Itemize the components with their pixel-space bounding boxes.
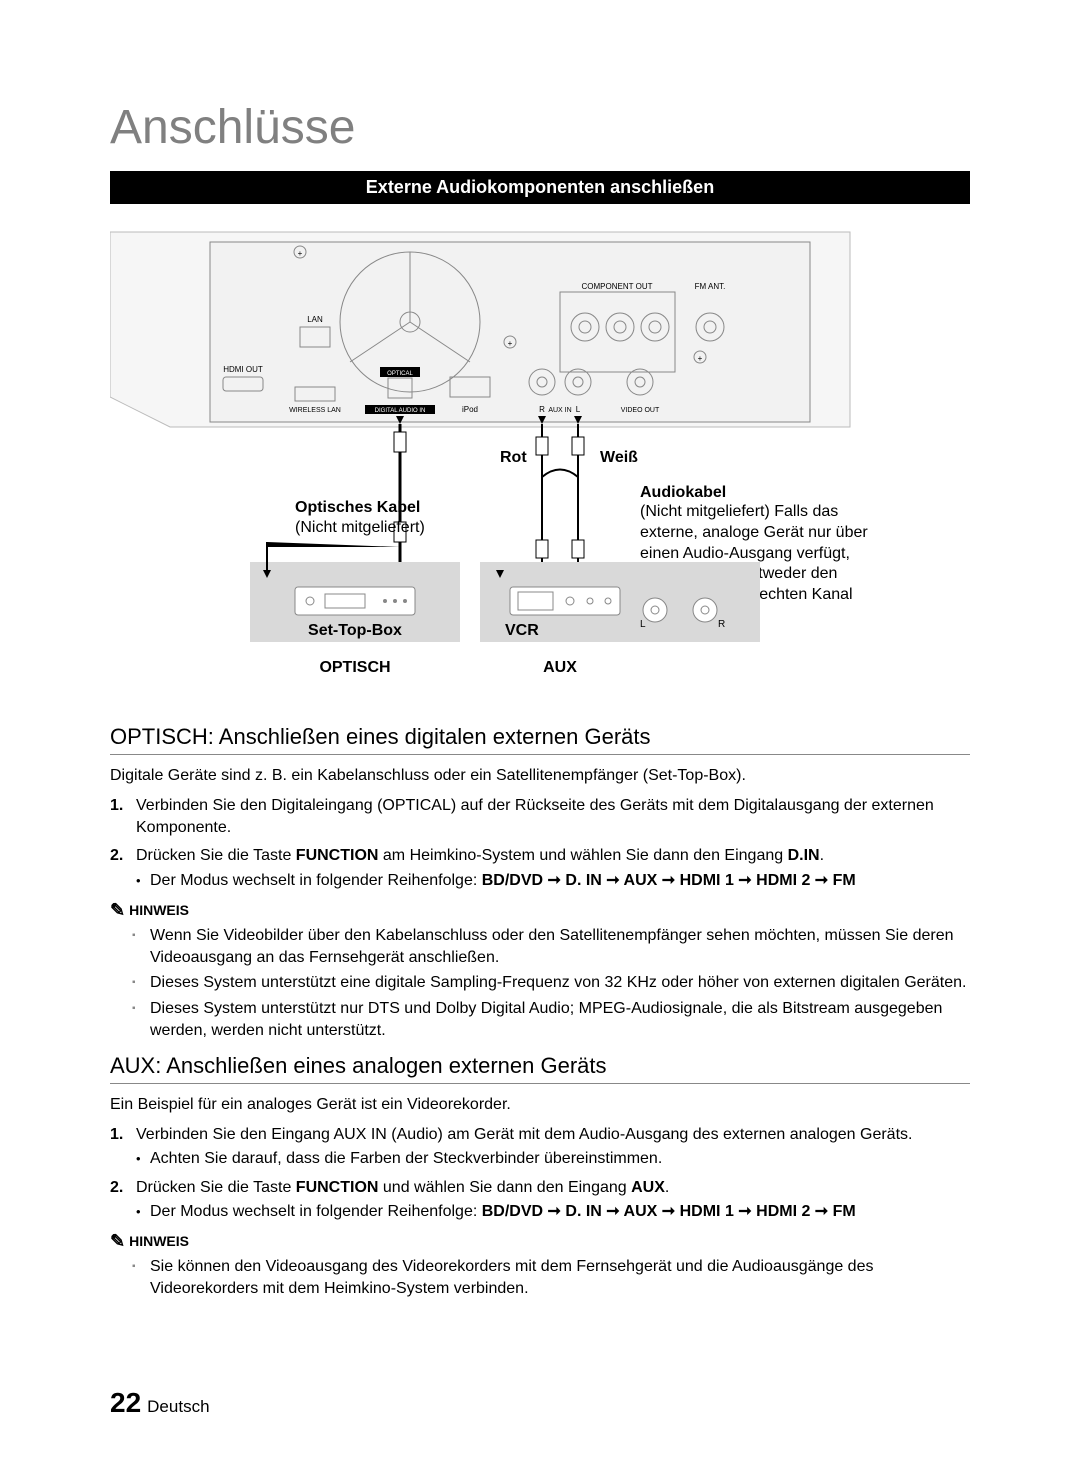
optisch-step-2: 2.Drücken Sie die Taste FUNCTION am Heim… (136, 845, 970, 892)
optisch-intro: Digitale Geräte sind z. B. ein Kabelansc… (110, 765, 970, 787)
panel-label-wireless-lan: WIRELESS LAN (289, 407, 341, 414)
panel-label-optical: OPTICAL (387, 371, 413, 377)
aux-note-1: Sie können den Videoausgang des Videorek… (150, 1256, 970, 1299)
panel-label-aux-in: AUX IN (548, 407, 571, 414)
label-vcr-l: L (640, 619, 646, 630)
label-optisches-kabel: Optisches Kabel (295, 499, 420, 516)
aux-step-2-bullet: Der Modus wechselt in folgender Reihenfo… (136, 1201, 970, 1223)
aux-step-1: 1.Verbinden Sie den Eingang AUX IN (Audi… (136, 1124, 970, 1171)
label-weiss: Weiß (600, 449, 638, 466)
chapter-title: Anschlüsse (110, 100, 970, 155)
label-rot: Rot (500, 449, 527, 466)
optisch-note-label: ✎HINWEIS (110, 900, 970, 921)
svg-text:+: + (508, 339, 513, 348)
connection-diagram: + + + COMPONENT OUT FM ANT. LAN HDMI OUT… (110, 212, 970, 712)
section-bar: Externe Audiokomponenten anschließen (110, 171, 970, 204)
label-vcr: VCR (505, 622, 539, 639)
label-optisch-caps: OPTISCH (319, 659, 390, 676)
panel-label-fm-ant: FM ANT. (695, 282, 726, 291)
optisch-note-3: Dieses System unterstützt nur DTS und Do… (150, 998, 970, 1041)
panel-label-aux-r: R (539, 405, 545, 414)
panel-label-aux-l: L (576, 405, 581, 414)
label-optisches-kabel-sub: (Nicht mitgeliefert) (295, 519, 425, 536)
panel-label-hdmi-out: HDMI OUT (223, 365, 263, 374)
panel-label-ipod: iPod (462, 405, 478, 414)
optisch-note-2: Dieses System unterstützt eine digitale … (150, 972, 970, 994)
optisch-step-2-bullet: Der Modus wechselt in folgender Reihenfo… (136, 870, 970, 892)
panel-label-digital-audio-in: DIGITAL AUDIO IN (375, 408, 426, 414)
section-heading-optisch: OPTISCH: Anschließen eines digitalen ext… (110, 724, 970, 755)
section-heading-aux: AUX: Anschließen eines analogen externen… (110, 1053, 970, 1084)
panel-label-component-out: COMPONENT OUT (582, 282, 653, 291)
optisch-note-1: Wenn Sie Videobilder über den Kabelansch… (150, 925, 970, 968)
page-number: 22 (110, 1387, 141, 1418)
aux-note-label: ✎HINWEIS (110, 1231, 970, 1252)
label-audiokabel: Audiokabel (640, 484, 726, 501)
note-icon: ✎ (110, 900, 125, 921)
aux-step-1-bullet: Achten Sie darauf, dass die Farben der S… (136, 1148, 970, 1170)
aux-intro: Ein Beispiel für ein analoges Gerät ist … (110, 1094, 970, 1116)
panel-label-video-out: VIDEO OUT (621, 407, 660, 414)
page-lang: Deutsch (147, 1397, 209, 1416)
label-vcr-r: R (718, 619, 725, 630)
aux-step-2: 2.Drücken Sie die Taste FUNCTION und wäh… (136, 1177, 970, 1224)
note-icon: ✎ (110, 1231, 125, 1252)
page-footer: 22 Deutsch (110, 1387, 210, 1419)
panel-label-lan: LAN (307, 315, 323, 324)
svg-text:+: + (298, 249, 303, 258)
svg-text:+: + (698, 354, 703, 363)
label-aux-caps: AUX (543, 659, 577, 676)
label-settopbox: Set-Top-Box (308, 622, 402, 639)
optisch-step-1: 1.Verbinden Sie den Digitaleingang (OPTI… (136, 795, 970, 840)
